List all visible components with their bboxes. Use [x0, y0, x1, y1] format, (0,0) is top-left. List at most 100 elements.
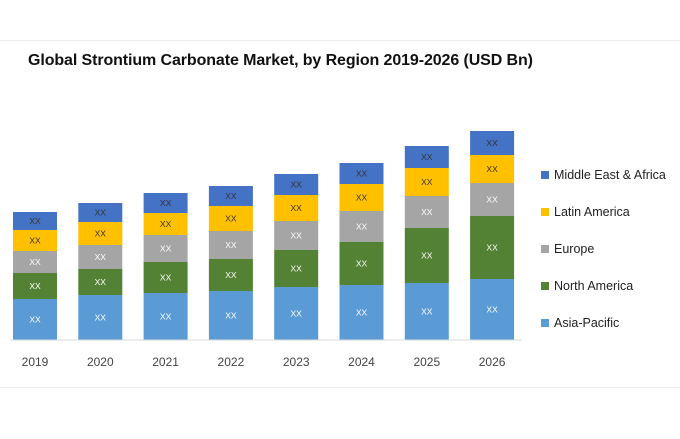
data-label: XX	[291, 264, 303, 274]
bar-segment-latin-america-2020	[78, 222, 123, 245]
bar-segment-asia-pacific-2020	[78, 295, 123, 340]
legend-item: Europe	[541, 230, 666, 267]
data-label: XX	[225, 240, 237, 250]
legend-swatch-icon	[541, 207, 549, 216]
bar-segment-asia-pacific-2021	[143, 293, 188, 340]
data-label: XX	[291, 180, 303, 190]
data-label: XX	[225, 191, 237, 201]
data-label: XX	[160, 273, 172, 283]
bar-segment-europe-2019	[13, 251, 57, 273]
bar-segment-latin-america-2022	[208, 206, 253, 231]
legend-swatch-icon	[541, 170, 549, 179]
bar-segment-middle-east-africa-2026	[470, 131, 515, 155]
bar-segment-north-america-2021	[143, 262, 188, 293]
data-label: XX	[291, 309, 303, 319]
bar-segment-asia-pacific-2026	[470, 279, 515, 340]
bar-segment-europe-2021	[143, 235, 188, 262]
chart-title: Global Strontium Carbonate Market, by Re…	[28, 52, 533, 69]
data-label: XX	[486, 164, 498, 174]
bar-segment-north-america-2023	[274, 250, 319, 287]
data-label: XX	[356, 169, 368, 179]
data-label: XX	[29, 236, 41, 246]
data-label: XX	[486, 195, 498, 205]
bar-segment-north-america-2025	[404, 228, 449, 283]
data-label: XX	[356, 308, 368, 318]
legend: Middle East & Africa Latin America Europe N…	[541, 156, 666, 341]
data-label: XX	[29, 315, 41, 325]
legend-label: Latin America	[554, 204, 630, 219]
data-label: XX	[486, 243, 498, 253]
bar-segment-latin-america-2021	[143, 213, 188, 235]
legend-item: Asia-Pacific	[541, 304, 666, 341]
legend-item: North America	[541, 267, 666, 304]
bar-segment-asia-pacific-2022	[208, 291, 253, 340]
bar-segment-middle-east-africa-2019	[13, 212, 57, 230]
data-label: XX	[421, 251, 433, 261]
legend-label: Asia-Pacific	[554, 315, 620, 330]
legend-label: Europe	[554, 241, 595, 256]
bar-segment-latin-america-2019	[13, 230, 57, 251]
data-label: XX	[421, 207, 433, 217]
bar-segment-europe-2022	[208, 231, 253, 259]
legend-item: Middle East & Africa	[541, 156, 666, 193]
data-label: XX	[95, 252, 107, 262]
x-tick-label: 2019	[22, 355, 49, 369]
data-label: XX	[160, 312, 172, 322]
data-label: XX	[95, 208, 107, 218]
legend-label: Middle East & Africa	[554, 167, 666, 182]
data-label: XX	[421, 307, 433, 317]
data-label: XX	[225, 214, 237, 224]
legend-swatch-icon	[541, 318, 549, 327]
bar-segment-north-america-2019	[13, 273, 57, 299]
bar-segment-middle-east-africa-2024	[339, 163, 384, 184]
data-label: XX	[95, 313, 107, 323]
bar-segment-asia-pacific-2024	[339, 285, 384, 340]
bar-segment-latin-america-2026	[470, 155, 515, 183]
x-tick-label: 2020	[87, 355, 114, 369]
data-label: XX	[29, 257, 41, 267]
x-tick-label: 2025	[413, 355, 440, 369]
data-label: XX	[486, 138, 498, 148]
bar-segment-europe-2020	[78, 245, 123, 269]
bar-segment-europe-2023	[274, 221, 319, 250]
data-label: XX	[29, 216, 41, 226]
chart-frame	[0, 40, 680, 388]
bar-segment-middle-east-africa-2023	[274, 174, 319, 195]
bar-segment-europe-2025	[404, 196, 449, 228]
bar-segment-middle-east-africa-2022	[208, 186, 253, 206]
data-label: XX	[95, 277, 107, 287]
bar-segment-asia-pacific-2019	[13, 299, 57, 340]
bar-segment-asia-pacific-2023	[274, 287, 319, 340]
bar-segment-latin-america-2023	[274, 195, 319, 221]
bar-segment-north-america-2022	[208, 259, 253, 291]
data-label: XX	[356, 259, 368, 269]
data-label: XX	[160, 198, 172, 208]
data-label: XX	[486, 305, 498, 315]
x-tick-label: 2023	[283, 355, 310, 369]
bar-segment-latin-america-2025	[404, 168, 449, 196]
x-tick-labels: 2019 2020 2021 2022 2023 2024 2025 2026	[22, 355, 506, 369]
data-label: XX	[421, 152, 433, 162]
data-label: XX	[225, 311, 237, 321]
x-tick-label: 2024	[348, 355, 375, 369]
data-label: XX	[356, 222, 368, 232]
data-label: XX	[160, 244, 172, 254]
bar-segment-north-america-2026	[470, 216, 515, 279]
bar-segment-asia-pacific-2025	[404, 283, 449, 340]
bar-segment-north-america-2024	[339, 242, 384, 285]
bar-segment-europe-2024	[339, 211, 384, 242]
x-tick-label: 2021	[152, 355, 179, 369]
legend-item: Latin America	[541, 193, 666, 230]
bar-segment-middle-east-africa-2020	[78, 203, 123, 222]
legend-swatch-icon	[541, 244, 549, 253]
legend-label: North America	[554, 278, 634, 293]
x-tick-label: 2026	[479, 355, 506, 369]
data-label: XX	[291, 231, 303, 241]
bar-segment-north-america-2020	[78, 269, 123, 295]
data-label: XX	[421, 177, 433, 187]
bar-segment-europe-2026	[470, 183, 515, 216]
data-label: XX	[291, 203, 303, 213]
bar-segment-latin-america-2024	[339, 184, 384, 211]
x-tick-label: 2022	[218, 355, 245, 369]
